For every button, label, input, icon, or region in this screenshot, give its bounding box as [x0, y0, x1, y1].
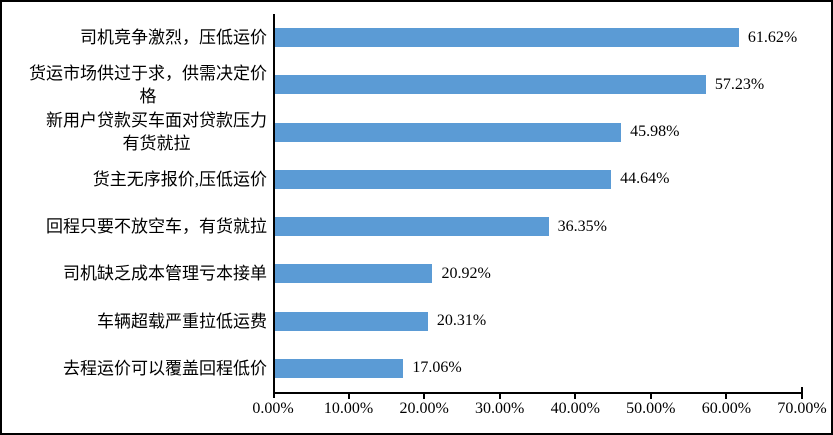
- y-axis-line: [273, 14, 275, 398]
- category-label: 司机竞争激烈，压低运价: [8, 14, 267, 61]
- category-label-text: 司机竞争激烈，压低运价: [80, 28, 267, 48]
- category-label: 司机缺乏成本管理亏本接单: [8, 250, 267, 297]
- bar-segment: [275, 169, 612, 189]
- bar-value-label: 44.64%: [620, 170, 670, 188]
- category-label: 回程只要不放空车，有货就拉: [8, 203, 267, 250]
- bar-value-label: 36.35%: [557, 217, 607, 235]
- category-label: 货主无序报价,压低运价: [8, 156, 267, 203]
- bar-value-label: 57.23%: [714, 75, 765, 93]
- bar-segment: [275, 122, 622, 142]
- bar-segment: [275, 264, 433, 284]
- category-label-text: 新用户贷款买车面对贷款压力 有货就拉: [46, 111, 267, 154]
- bar-value-label: 17.06%: [412, 359, 462, 377]
- x-axis-tick-label: 60.00%: [701, 400, 752, 417]
- x-axis-tick: [347, 394, 350, 399]
- category-label: 货运市场供过于求，供需决定价 格: [8, 61, 267, 108]
- category-label: 去程运价可以覆盖回程低价: [8, 345, 267, 392]
- x-axis-tick-label: 50.00%: [626, 400, 676, 417]
- x-axis-tick-label: 20.00%: [399, 400, 449, 417]
- bar-value-label: 20.92%: [441, 264, 491, 282]
- x-axis-tick-label: 40.00%: [550, 400, 600, 417]
- category-label-text: 货主无序报价,压低运价: [92, 169, 267, 189]
- category-label-text: 司机缺乏成本管理亏本接单: [63, 264, 267, 284]
- bar-segment: [275, 358, 404, 378]
- x-axis-tick-label: 30.00%: [475, 400, 525, 417]
- x-axis-tick: [423, 394, 426, 399]
- category-label-text: 货运市场供过于求，供需决定价 格: [29, 63, 267, 106]
- bar-segment: [275, 217, 549, 237]
- bar-value-label: 45.98%: [630, 123, 680, 141]
- x-axis-tick-label: 70.00%: [777, 400, 827, 417]
- bar-value-label: 61.62%: [747, 28, 798, 46]
- x-axis-end-tick: [801, 387, 803, 392]
- x-axis-line: [273, 392, 803, 394]
- x-axis-tick: [649, 394, 652, 399]
- category-label: 新用户贷款买车面对贷款压力 有货就拉: [8, 109, 267, 156]
- bar-segment: [275, 28, 739, 48]
- bar-value-label: 20.31%: [436, 312, 487, 330]
- x-axis-tick: [574, 394, 577, 399]
- x-axis-tick: [725, 394, 728, 399]
- bar-segment: [275, 311, 428, 331]
- category-label: 车辆超载严重拉低运费: [8, 298, 267, 345]
- category-label-text: 回程只要不放空车，有货就拉: [46, 217, 267, 237]
- x-axis-tick-label: 10.00%: [323, 400, 374, 417]
- x-axis-tick: [498, 394, 501, 399]
- x-axis-tick: [801, 394, 803, 399]
- category-label-text: 车辆超载严重拉低运费: [97, 311, 267, 331]
- category-label-text: 去程运价可以覆盖回程低价: [63, 358, 267, 378]
- x-axis-tick-label: 0.00%: [252, 400, 294, 417]
- bar-segment: [275, 75, 706, 95]
